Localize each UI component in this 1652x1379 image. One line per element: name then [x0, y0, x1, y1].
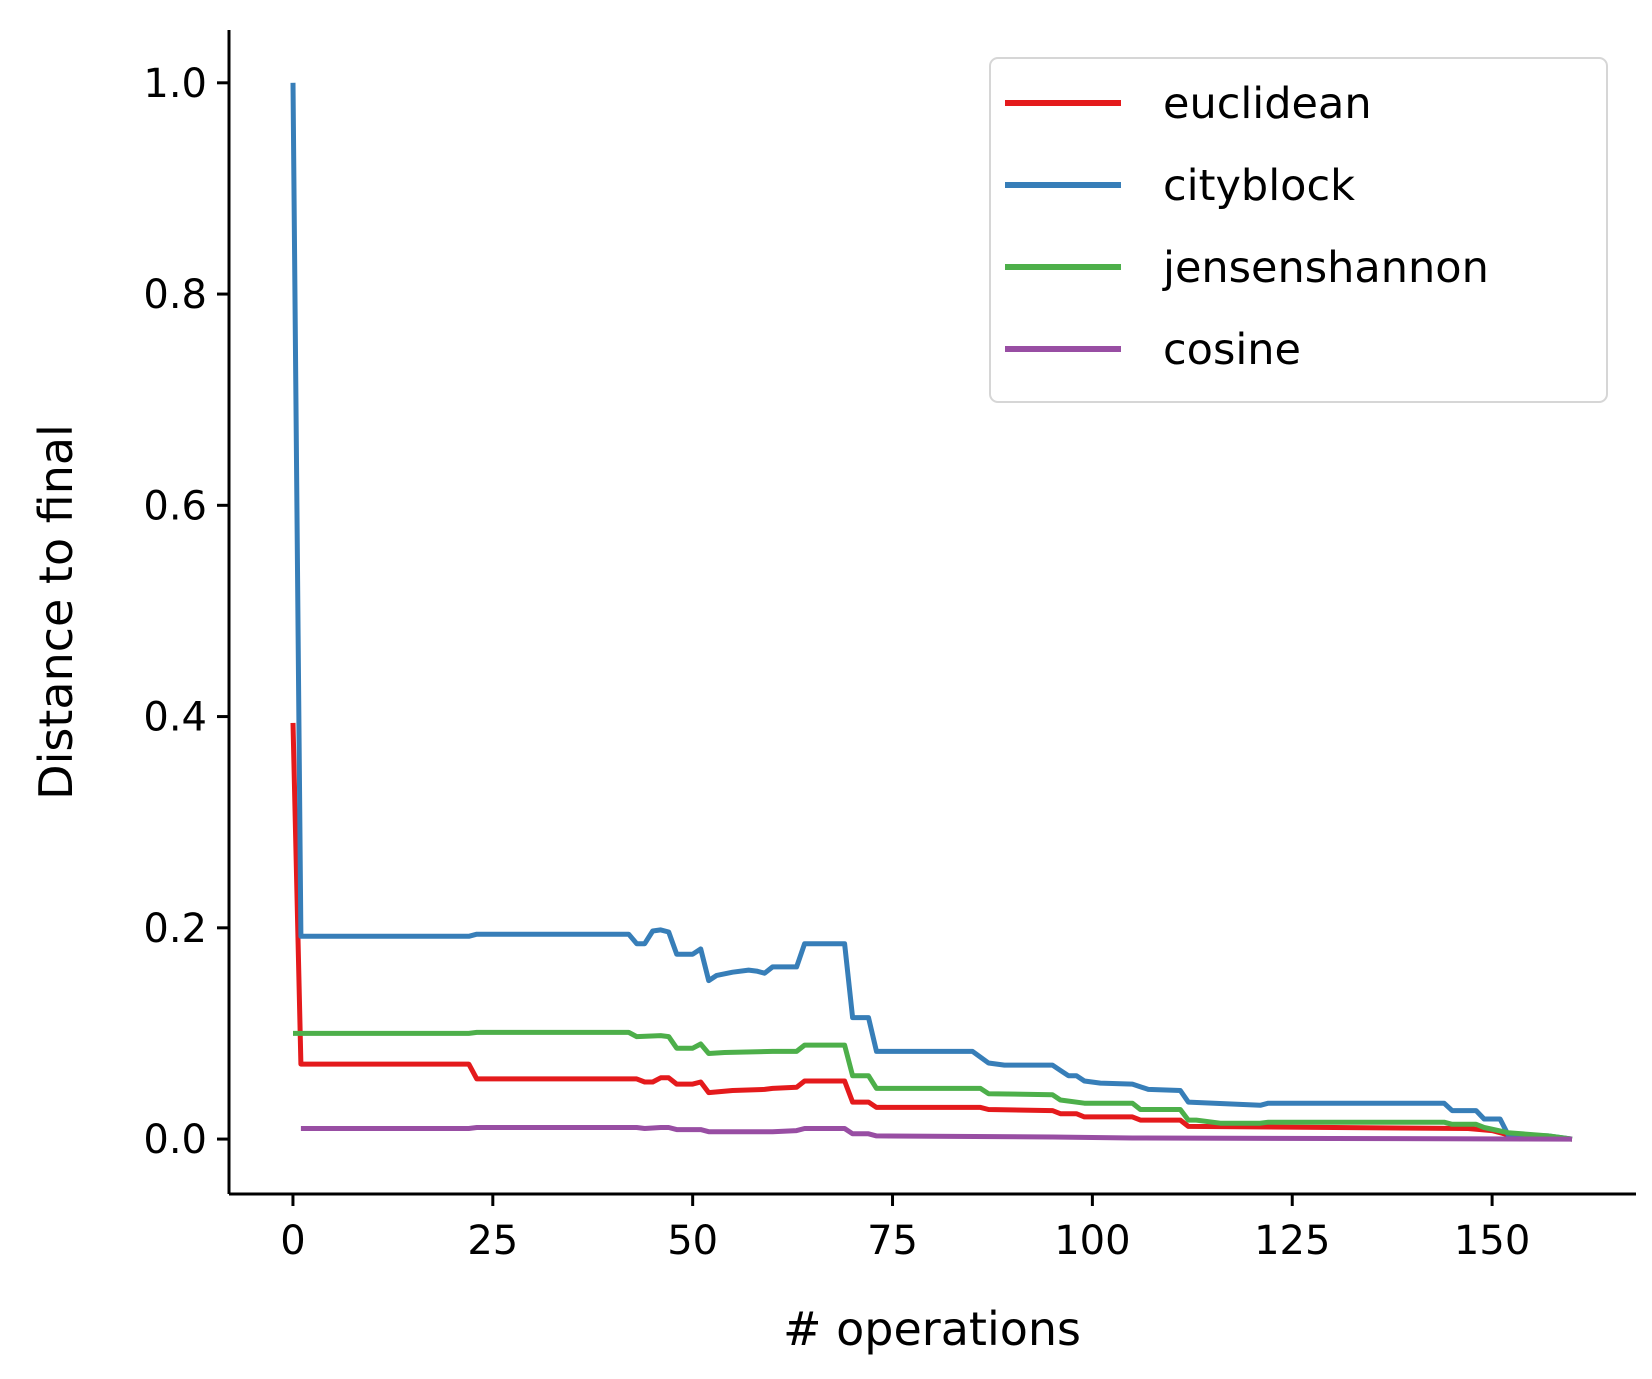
legend-label-euclidean: euclidean [1163, 79, 1372, 129]
y-tick-label: 0.6 [143, 483, 207, 529]
series-line-jensenshannon [293, 1029, 1573, 1142]
x-tick-label: 25 [467, 1218, 518, 1264]
series-layer [290, 82, 1573, 1142]
y-tick-label: 1.0 [143, 61, 207, 107]
x-tick-label: 75 [867, 1218, 918, 1264]
y-tick-label: 0.2 [143, 906, 207, 952]
legend-entries: euclidean cityblock jensenshannon cosine [1005, 79, 1489, 375]
y-ticks: 0.0 0.2 0.4 0.6 0.8 1.0 [143, 61, 229, 1163]
x-tick-label: 150 [1454, 1218, 1530, 1264]
y-tick-label: 0.8 [143, 272, 207, 318]
y-tick-label: 0.0 [143, 1117, 207, 1163]
legend-label-jensenshannon: jensenshannon [1162, 243, 1489, 293]
series-line-euclidean [290, 722, 1573, 1142]
legend-label-cosine: cosine [1163, 325, 1301, 375]
x-tick-label: 50 [667, 1218, 718, 1264]
series-line-cityblock [290, 82, 1573, 1142]
x-ticks: 0 25 50 75 100 125 150 [280, 1194, 1530, 1264]
x-tick-label: 100 [1054, 1218, 1130, 1264]
axes [227, 30, 1636, 1196]
legend: euclidean cityblock jensenshannon cosine [989, 57, 1608, 403]
x-axis-label: # operations [783, 1302, 1081, 1356]
x-tick-label: 0 [280, 1218, 305, 1264]
x-tick-label: 125 [1254, 1218, 1330, 1264]
series-line-cosine [300, 1125, 1573, 1142]
y-axis-label: Distance to final [29, 424, 83, 800]
legend-label-cityblock: cityblock [1163, 161, 1355, 211]
y-tick-label: 0.4 [143, 695, 207, 741]
legend-frame [989, 57, 1608, 403]
